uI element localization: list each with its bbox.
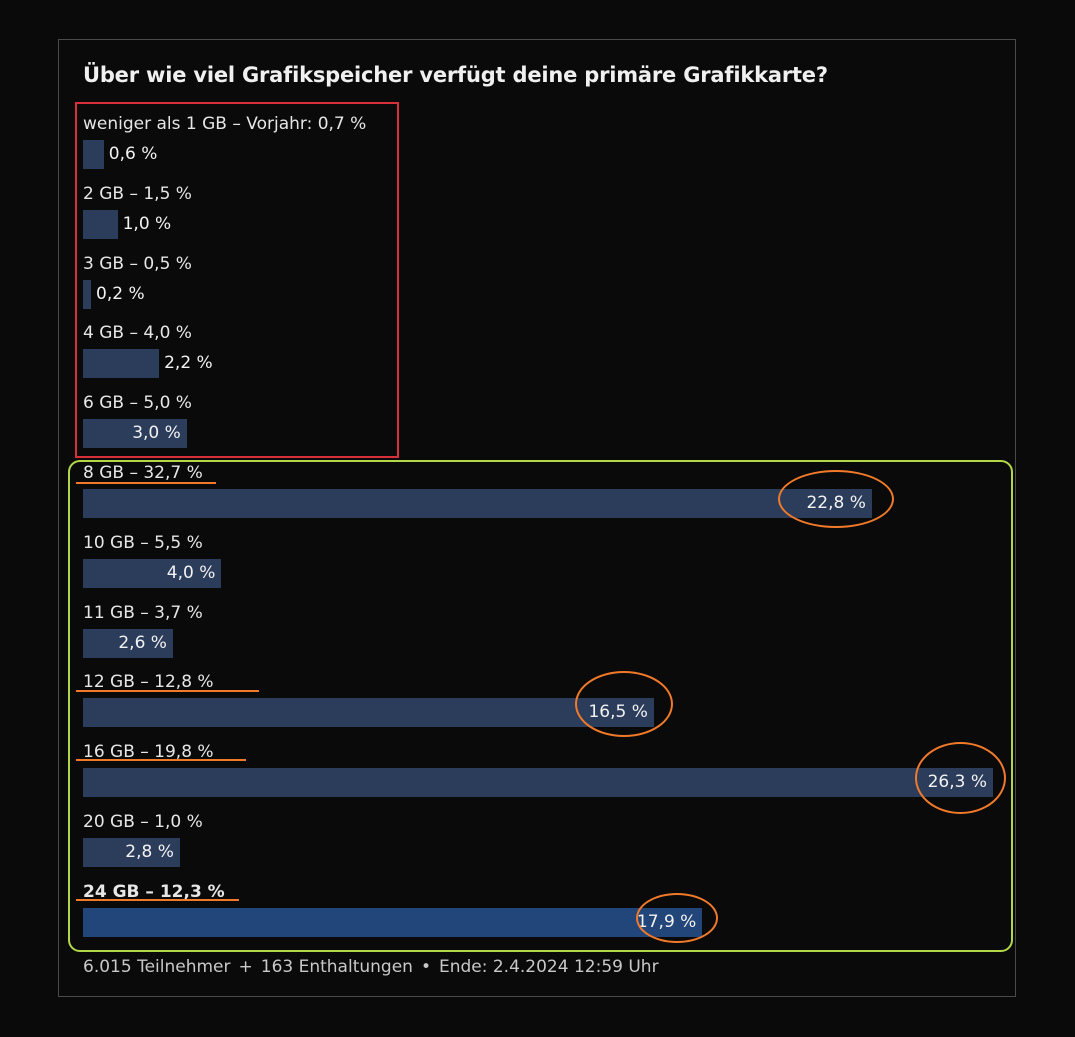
- option-percentage: 22,8 %: [806, 493, 866, 513]
- option-bar: [83, 210, 118, 239]
- cropped-text-fragment: ': [296, 0, 306, 3]
- option-label: 8 GB – 32,7 %: [83, 463, 203, 483]
- option-label: 4 GB – 4,0 %: [83, 323, 192, 343]
- option-label: 2 GB – 1,5 %: [83, 184, 192, 204]
- option-bar: [83, 698, 654, 727]
- poll-option: 24 GB – 12,3 % 17,9 %: [83, 881, 1003, 947]
- option-label: 6 GB – 5,0 %: [83, 393, 192, 413]
- participants-count: 6.015 Teilnehmer: [83, 957, 231, 977]
- option-bar: [83, 768, 993, 797]
- option-label: 10 GB – 5,5 %: [83, 533, 203, 553]
- option-percentage: 1,0 %: [122, 214, 172, 234]
- abstentions-count: 163 Enthaltungen: [260, 957, 413, 977]
- poll-option: 8 GB – 32,7 % 22,8 %: [83, 462, 1003, 528]
- poll-option: 20 GB – 1,0 % 2,8 %: [83, 811, 1003, 877]
- poll-option: 2 GB – 1,5 % 1,0 %: [83, 183, 1003, 249]
- option-bar: [83, 559, 222, 588]
- option-bar: [83, 908, 703, 937]
- option-percentage: 2,2 %: [164, 353, 213, 373]
- option-label: 24 GB – 12,3 %: [83, 882, 225, 902]
- option-bar: [83, 349, 160, 378]
- poll-option: weniger als 1 GB – Vorjahr: 0,7 % 0,6 %: [83, 113, 1003, 179]
- option-percentage: 26,3 %: [927, 772, 987, 792]
- option-bar: [83, 838, 180, 867]
- option-bar: [83, 280, 91, 309]
- dot-separator: •: [420, 957, 431, 977]
- option-label: 12 GB – 12,8 %: [83, 672, 214, 692]
- option-bar: [83, 489, 872, 518]
- option-bar: [83, 140, 104, 169]
- poll-option: 4 GB – 4,0 % 2,2 %: [83, 322, 1003, 388]
- option-label: 3 GB – 0,5 %: [83, 254, 192, 274]
- poll-option: 12 GB – 12,8 % 16,5 %: [83, 671, 1003, 737]
- option-percentage: 17,9 %: [636, 912, 697, 932]
- poll-card: [58, 39, 1016, 997]
- poll-option: 6 GB – 5,0 % 3,0 %: [83, 392, 1003, 458]
- poll-option: 3 GB – 0,5 % 0,2 %: [83, 253, 1003, 319]
- option-bar: [83, 629, 173, 658]
- poll-end-date: Ende: 2.4.2024 12:59 Uhr: [438, 957, 659, 977]
- option-percentage: 2,6 %: [118, 633, 167, 653]
- option-percentage: 0,2 %: [96, 284, 145, 304]
- poll-title: Über wie viel Grafikspeicher verfügt dei…: [83, 63, 828, 87]
- option-percentage: 4,0 %: [166, 563, 216, 583]
- poll-option: 10 GB – 5,5 % 4,0 %: [83, 532, 1003, 598]
- option-percentage: 2,8 %: [125, 842, 174, 862]
- option-percentage: 16,5 %: [588, 702, 648, 722]
- option-bar: [83, 419, 187, 448]
- option-label: 20 GB – 1,0 %: [83, 812, 203, 832]
- option-percentage: 3,0 %: [132, 423, 181, 443]
- option-percentage: 0,6 %: [108, 144, 158, 164]
- option-label: 11 GB – 3,7 %: [83, 603, 203, 623]
- option-label: 16 GB – 19,8 %: [83, 742, 214, 762]
- option-label: weniger als 1 GB – Vorjahr: 0,7 %: [83, 114, 367, 134]
- poll-footer: 6.015 Teilnehmer +163 Enthaltungen • Ende: …: [83, 955, 659, 979]
- plus-separator: +: [238, 957, 253, 977]
- poll-option: 11 GB – 3,7 % 2,6 %: [83, 602, 1003, 668]
- poll-option: 16 GB – 19,8 % 26,3 %: [83, 741, 1003, 807]
